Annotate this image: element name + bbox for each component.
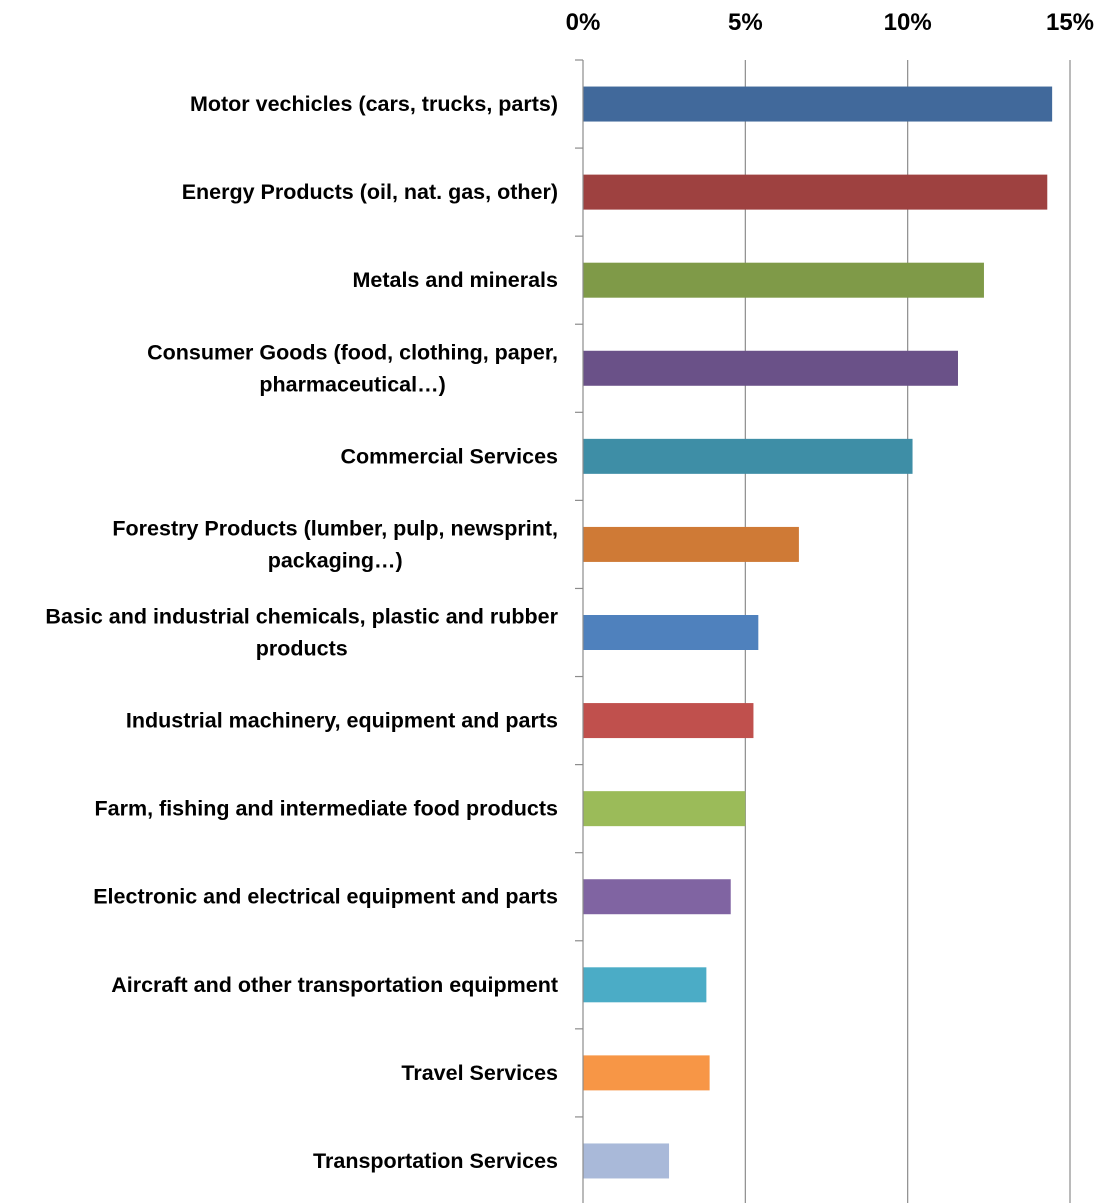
- bar: [583, 791, 746, 827]
- category-label: Consumer Goods (food, clothing, paper, ph…: [147, 340, 558, 396]
- bar: [583, 438, 913, 474]
- bar: [583, 350, 958, 386]
- x-tick-label: 15%: [1046, 9, 1094, 36]
- category-label: Forestry Products (lumber, pulp, newspri…: [112, 516, 558, 572]
- y-axis-tick-marks: [575, 59, 583, 1118]
- x-axis-tick-labels: 0% 5% 10% 15%: [566, 9, 1094, 36]
- category-label: Aircraft and other transportation equipm…: [111, 973, 558, 997]
- bar: [583, 1055, 710, 1091]
- category-label: Industrial machinery, equipment and part…: [126, 709, 558, 733]
- category-label: Travel Services: [401, 1061, 558, 1085]
- bar: [583, 879, 731, 915]
- category-label: Commercial Services: [340, 444, 558, 468]
- category-labels: Motor vechicles (cars, trucks, parts) Ene…: [45, 92, 558, 1173]
- gridlines: [744, 60, 1071, 1203]
- bars: [583, 86, 1053, 1179]
- category-label: Basic and industrial chemicals, plastic …: [45, 605, 558, 661]
- bar: [583, 526, 799, 562]
- category-label: Metals and minerals: [352, 268, 558, 292]
- category-label: Transportation Services: [313, 1149, 558, 1173]
- x-tick-label: 5%: [728, 9, 763, 36]
- bar: [583, 174, 1048, 210]
- category-label: Motor vechicles (cars, trucks, parts): [190, 92, 558, 116]
- bar: [583, 1143, 670, 1179]
- bar: [583, 967, 707, 1003]
- category-label: Energy Products (oil, nat. gas, other): [182, 180, 558, 204]
- category-label: Farm, fishing and intermediate food prod…: [95, 797, 559, 821]
- bar: [583, 703, 754, 739]
- category-label: Electronic and electrical equipment and …: [93, 885, 558, 909]
- bar: [583, 615, 759, 650]
- x-tick-label: 10%: [884, 9, 932, 36]
- bar: [583, 262, 984, 298]
- x-tick-label: 0%: [566, 9, 601, 36]
- bar: [583, 86, 1053, 122]
